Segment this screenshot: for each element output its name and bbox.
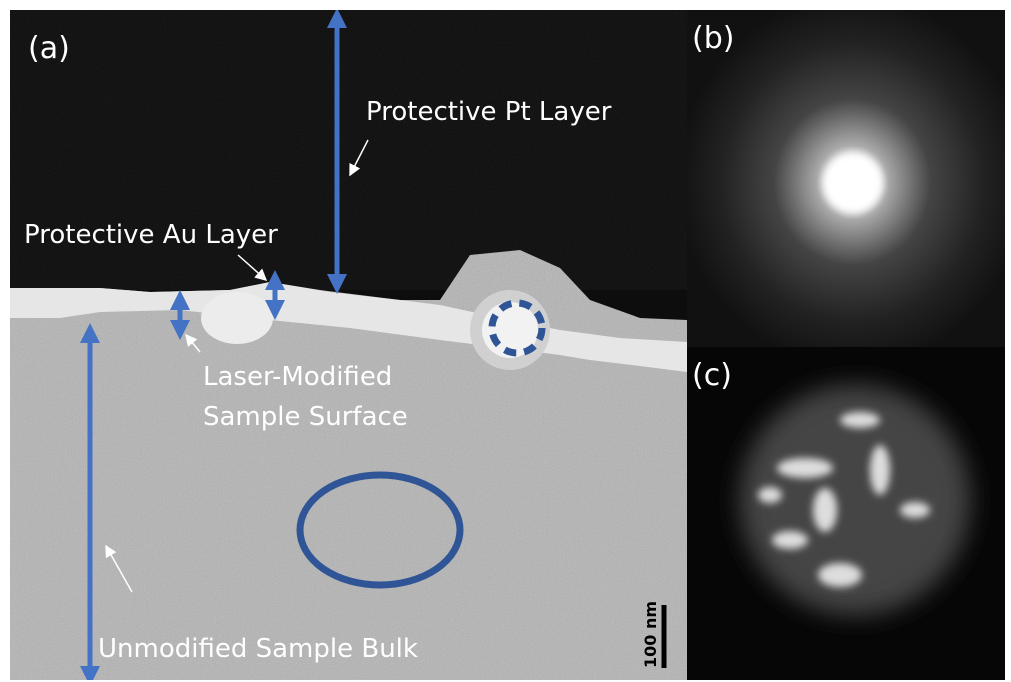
- panel-b: (b): [687, 10, 1005, 347]
- annotation: Sample Surface: [203, 402, 408, 432]
- au-particle: [201, 292, 273, 344]
- panel-label: (a): [28, 31, 70, 66]
- panel-label: (c): [692, 358, 732, 393]
- annotation: Laser-Modified: [203, 362, 392, 392]
- scale-label: 100 nm: [641, 601, 660, 668]
- annotation: Protective Pt Layer: [366, 97, 612, 127]
- panel-label: (b): [692, 21, 734, 56]
- panel-a: (a) Protective Pt Layer Protective Au La…: [10, 10, 687, 680]
- annotation: Protective Au Layer: [24, 220, 278, 250]
- annotation: Unmodified Sample Bulk: [98, 634, 418, 664]
- panel-c: (c): [687, 347, 1005, 680]
- figure: (a) Protective Pt Layer Protective Au La…: [0, 0, 1011, 682]
